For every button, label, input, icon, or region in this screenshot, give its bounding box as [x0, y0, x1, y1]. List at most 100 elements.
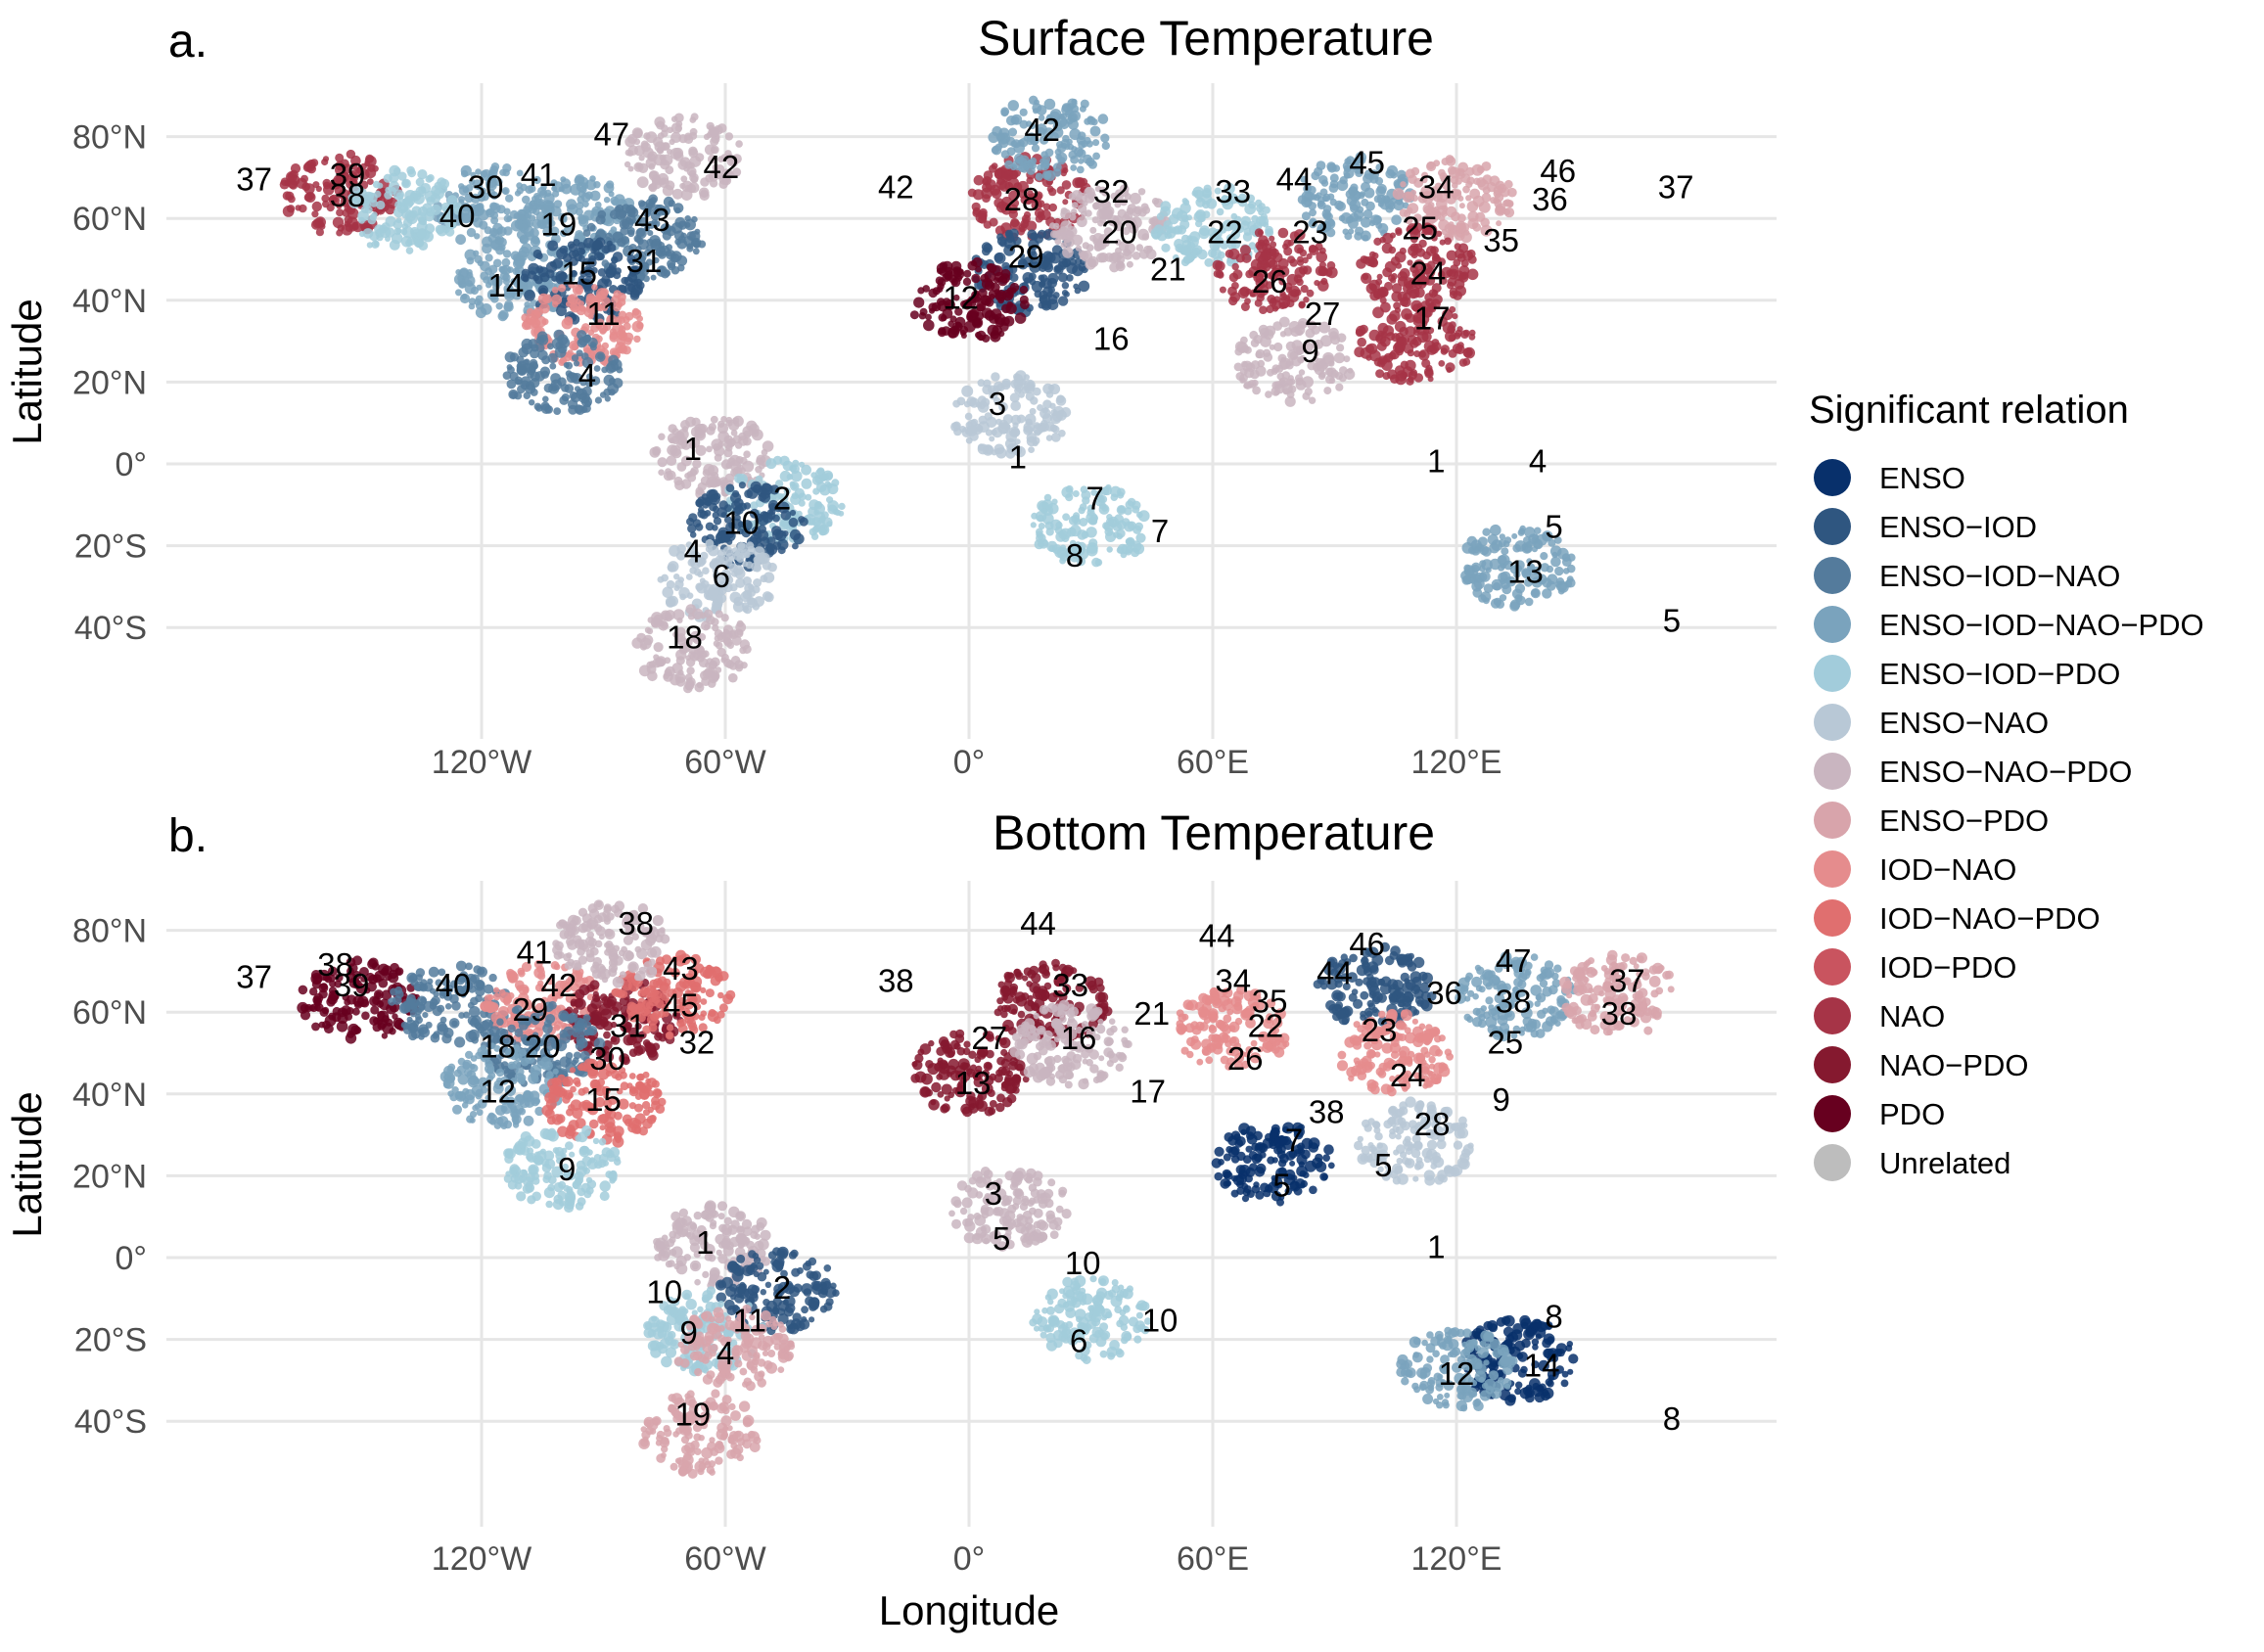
region-cluster: [1029, 1275, 1152, 1364]
region-number-label: 7: [1285, 1123, 1303, 1159]
region-number-label: 4: [578, 357, 596, 393]
region-number-label: 19: [540, 206, 577, 242]
region-number-label: 18: [667, 619, 703, 655]
x-tick-label: 0°: [953, 744, 986, 781]
region-number-label: 13: [1507, 554, 1544, 590]
region-cluster: [657, 538, 777, 623]
region-cluster: [1396, 1326, 1518, 1412]
region-number-label: 22: [1248, 1008, 1284, 1044]
region-cluster: [950, 370, 1072, 459]
region-number-label: 36: [1426, 975, 1462, 1011]
region-cluster: [439, 1042, 563, 1129]
legend-item: ENSO−NAO−PDO: [1814, 753, 2132, 790]
region-number-label: 5: [993, 1220, 1010, 1257]
region-number-label: 7: [1151, 513, 1169, 549]
region-number-label: 31: [626, 243, 663, 279]
legend-item: ENSO−IOD−NAO−PDO: [1814, 606, 2204, 643]
region-cluster: [347, 164, 463, 254]
legend-item: IOD−PDO: [1814, 948, 2016, 986]
region-number-label: 47: [1496, 942, 1532, 979]
region-cluster: [673, 1304, 796, 1392]
legend-item: PDO: [1814, 1095, 1945, 1132]
region-cluster: [948, 1167, 1072, 1252]
region-number-label: 37: [1658, 169, 1694, 206]
region-number-label: 4: [1529, 443, 1547, 480]
region-number-label: 15: [585, 1081, 622, 1118]
legend-label: IOD−PDO: [1879, 950, 2016, 985]
region-number-label: 1: [1427, 1228, 1445, 1264]
region-number-label: 44: [1020, 905, 1056, 941]
legend-item: NAO−PDO: [1814, 1046, 2028, 1083]
region-cluster: [297, 955, 420, 1044]
region-number-label: 13: [955, 1065, 992, 1101]
x-tick-labels: 120°W 60°W 0° 60°E 120°E: [432, 1540, 1502, 1578]
y-tick-label: 40°S: [74, 610, 147, 647]
region-number-label: 31: [610, 1008, 646, 1044]
region-cluster: [1009, 999, 1132, 1090]
region-cluster: [638, 1389, 762, 1479]
legend-label: ENSO−IOD: [1879, 510, 2037, 544]
region-number-label: 20: [1101, 214, 1137, 251]
legend: Significant relation ENSO ENSO−IOD ENSO−IO…: [1809, 389, 2204, 1181]
region-cluster: [1030, 483, 1150, 568]
region-number-label: 16: [1061, 1020, 1097, 1056]
y-tick-label: 20°S: [74, 1322, 147, 1359]
region-cluster: [653, 1200, 771, 1290]
region-number-label: 20: [525, 1029, 561, 1065]
x-axis-title: Longitude: [879, 1587, 1060, 1633]
y-tick-label: 20°N: [72, 364, 147, 401]
y-tick-label: 80°N: [72, 913, 147, 950]
region-number-label: 1: [1427, 443, 1445, 480]
region-cluster: [1455, 951, 1579, 1042]
region-number-label: 3: [985, 1175, 1002, 1212]
legend-swatch: [1814, 606, 1851, 643]
region-cluster: [910, 1029, 1030, 1118]
region-number-label: 10: [646, 1273, 682, 1309]
legend-label: ENSO−IOD−NAO−PDO: [1879, 608, 2204, 642]
y-tick-label: 40°S: [74, 1403, 147, 1441]
panel-letter: b.: [168, 810, 208, 862]
y-tick-label: 80°N: [72, 119, 147, 157]
region-number-label: 35: [1483, 222, 1519, 258]
legend-label: IOD−NAO: [1879, 852, 2016, 887]
region-cluster: [1176, 985, 1290, 1071]
legend-swatch: [1814, 459, 1851, 496]
y-tick-label: 60°N: [72, 201, 147, 238]
region-number-label: 21: [1133, 995, 1170, 1032]
region-number-label: 43: [663, 950, 699, 987]
region-cluster: [502, 329, 624, 415]
legend-item: IOD−NAO: [1814, 850, 2016, 888]
y-tick-labels: 80°N 60°N 40°N 20°N 0° 20°S 40°S: [72, 119, 147, 648]
region-number-label: 19: [674, 1397, 711, 1433]
map-regions: [297, 899, 1675, 1479]
region-number-label: 3: [989, 386, 1006, 422]
legend-swatch: [1814, 1144, 1851, 1181]
legend-label: ENSO−IOD−NAO: [1879, 559, 2120, 593]
region-number-label: 44: [1276, 161, 1313, 197]
region-number-label: 32: [679, 1024, 716, 1060]
panel-title: Surface Temperature: [978, 11, 1434, 66]
panel-title: Bottom Temperature: [993, 805, 1435, 860]
region-number-label: 26: [1252, 263, 1288, 299]
region-number-label: 28: [1004, 181, 1040, 217]
region-number-label: 42: [1024, 112, 1060, 148]
region-number-label: 7: [1086, 480, 1103, 516]
y-tick-label: 0°: [115, 446, 147, 483]
region-number-label: 40: [436, 967, 472, 1003]
legend-swatch: [1814, 655, 1851, 692]
region-number-label: 25: [1487, 1024, 1523, 1060]
region-cluster: [1558, 949, 1675, 1036]
x-tick-labels: 120°W 60°W 0° 60°E 120°E: [432, 744, 1502, 781]
region-number-label: 8: [1545, 1298, 1562, 1334]
region-cluster: [1392, 155, 1517, 244]
region-number-label: 14: [1524, 1348, 1560, 1384]
legend-swatch: [1814, 557, 1851, 594]
x-tick-label: 60°W: [684, 744, 766, 781]
region-number-label: 8: [1066, 537, 1084, 574]
region-number-label: 41: [517, 934, 553, 970]
region-number-label: 11: [586, 296, 620, 332]
legend-item: ENSO−IOD−NAO: [1814, 557, 2120, 594]
legend-label: NAO−PDO: [1879, 1048, 2028, 1082]
